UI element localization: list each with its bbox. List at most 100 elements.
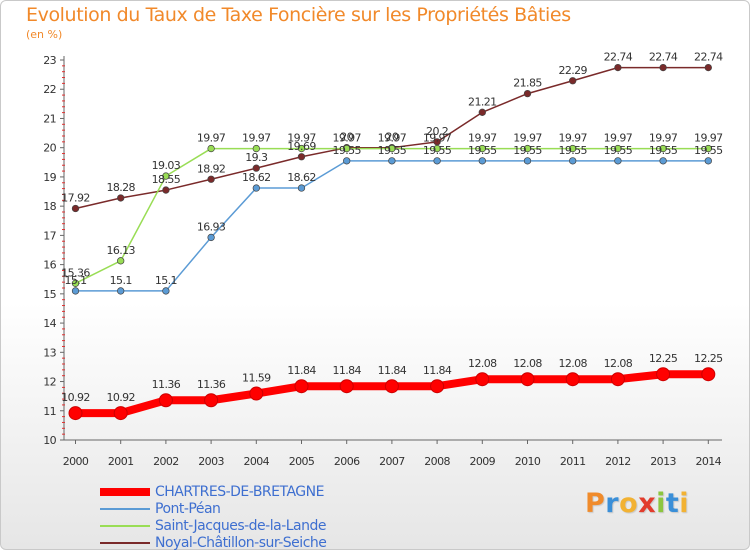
- x-tick-label: 2011: [560, 455, 586, 468]
- line-chart: 10 11 12 13 14 15 16 17 18 19 20 21 22 23 2000 2001 2002…: [43, 51, 724, 468]
- series-chartres: [68, 367, 716, 421]
- data-label-noyal: 18.55: [152, 173, 181, 186]
- data-point-pont-pean: [297, 184, 306, 192]
- data-point-chartres: [701, 367, 716, 382]
- data-label-noyal: 19.69: [287, 140, 316, 153]
- data-label-noyal: 19.3: [245, 151, 268, 164]
- data-point-pont-pean: [614, 157, 622, 165]
- data-label-noyal: 22.74: [694, 51, 723, 64]
- data-label-pont-pean: 19.55: [468, 144, 497, 157]
- data-point-saint-jacques: [614, 144, 622, 153]
- data-point-pont-pean: [117, 287, 125, 295]
- x-tick-label: 2005: [289, 455, 315, 468]
- data-label-chartres: 12.08: [604, 357, 633, 370]
- data-label-pont-pean: 16.93: [197, 220, 226, 233]
- data-label-noyal: 18.92: [197, 162, 226, 175]
- legend-swatch-noyal: [100, 542, 150, 544]
- data-label-chartres: 12.08: [513, 357, 542, 370]
- data-label-noyal: 17.92: [61, 191, 90, 204]
- data-label-saint-jacques: 19.97: [242, 132, 271, 145]
- y-tick-label: 15: [43, 288, 56, 301]
- data-point-pont-pean: [659, 157, 667, 165]
- logo-letter: i: [679, 488, 690, 519]
- data-point-saint-jacques: [297, 144, 306, 153]
- data-label-pont-pean: 19.55: [332, 144, 361, 157]
- data-point-noyal: [478, 108, 486, 116]
- data-point-saint-jacques: [388, 144, 396, 153]
- data-label-noyal: 22.74: [604, 51, 633, 64]
- series-layer: [68, 63, 716, 421]
- data-label-pont-pean: 19.55: [649, 144, 678, 157]
- data-point-chartres: [113, 406, 128, 421]
- logo-letter: t: [665, 488, 680, 519]
- data-label-chartres: 11.84: [332, 364, 361, 377]
- data-point-chartres: [656, 367, 671, 382]
- data-point-chartres: [158, 393, 173, 408]
- data-label-noyal: 21.21: [468, 95, 497, 108]
- x-tick-label: 2008: [424, 455, 450, 468]
- data-point-noyal: [659, 63, 667, 72]
- data-point-chartres: [339, 379, 354, 394]
- y-tick-label: 12: [43, 376, 56, 389]
- data-label-pont-pean: 19.55: [423, 144, 452, 157]
- data-label-chartres: 10.92: [106, 391, 135, 404]
- logo-letter: r: [605, 488, 620, 519]
- data-label-saint-jacques: 19.97: [694, 132, 723, 145]
- data-label-noyal: 18.28: [106, 181, 135, 194]
- data-label-chartres: 11.59: [242, 372, 271, 385]
- data-label-saint-jacques: 19.97: [332, 132, 361, 145]
- data-label-saint-jacques: 19.03: [152, 159, 181, 172]
- data-label-saint-jacques: 19.97: [287, 132, 316, 145]
- data-label-saint-jacques: 19.97: [558, 132, 587, 145]
- data-label-chartres: 11.36: [197, 378, 226, 391]
- data-label-pont-pean: 15.1: [155, 274, 177, 287]
- data-point-noyal: [704, 63, 712, 72]
- data-label-chartres: 11.84: [287, 364, 316, 377]
- data-point-pont-pean: [704, 157, 712, 165]
- data-point-saint-jacques: [478, 144, 486, 153]
- y-tick-label: 17: [43, 229, 56, 242]
- data-point-noyal: [207, 175, 215, 183]
- series-pont-pean: [71, 157, 712, 295]
- legend-label-noyal: Noyal-Châtillon-sur-Seiche: [155, 535, 327, 551]
- x-tick-label: 2014: [695, 455, 721, 468]
- data-label-chartres: 11.84: [423, 364, 452, 377]
- data-label-pont-pean: 18.62: [287, 171, 316, 184]
- data-point-pont-pean: [478, 157, 486, 165]
- data-point-saint-jacques: [162, 172, 170, 180]
- logo-letter: o: [619, 488, 639, 519]
- chart-title: Evolution du Taux de Taxe Foncière sur l…: [26, 4, 571, 26]
- y-tick-label: 14: [43, 317, 56, 330]
- data-point-pont-pean: [569, 157, 577, 165]
- data-point-saint-jacques: [343, 144, 351, 153]
- data-point-chartres: [475, 372, 490, 387]
- data-point-pont-pean: [71, 287, 80, 295]
- series-saint-jacques: [71, 144, 712, 287]
- data-label-pont-pean: 15.1: [64, 274, 86, 287]
- data-label-saint-jacques: 19.97: [468, 132, 497, 145]
- data-labels-layer: 17.92 18.28 18.55 18.92 19.3 19.69 20 20 20.2 21.…: [61, 51, 723, 405]
- data-label-pont-pean: 19.55: [378, 144, 407, 157]
- data-point-chartres: [520, 372, 535, 387]
- y-tick-label: 18: [43, 200, 56, 213]
- y-tick-label: 19: [43, 171, 56, 184]
- data-label-chartres: 12.08: [558, 357, 587, 370]
- x-tick-label: 2012: [605, 455, 631, 468]
- data-point-saint-jacques: [71, 279, 80, 287]
- data-label-saint-jacques: 19.97: [649, 132, 678, 145]
- y-tick-label: 22: [43, 83, 56, 96]
- legend-swatch-pont-pean: [100, 508, 150, 510]
- x-tick-label: 2010: [515, 455, 541, 468]
- data-point-saint-jacques: [659, 144, 667, 153]
- data-label-saint-jacques: 19.97: [378, 132, 407, 145]
- logo-letter: P: [585, 488, 606, 519]
- data-label-saint-jacques: 16.13: [106, 244, 135, 257]
- y-tick-label: 11: [43, 405, 56, 418]
- legend-label-pont-pean: Pont-Péan: [155, 501, 221, 517]
- x-tick-label: 2001: [108, 455, 134, 468]
- y-tick-label: 10: [43, 434, 56, 447]
- x-tick-label: 2007: [379, 455, 405, 468]
- legend-swatch-chartres: [100, 488, 150, 496]
- data-label-saint-jacques: 15.36: [61, 266, 90, 279]
